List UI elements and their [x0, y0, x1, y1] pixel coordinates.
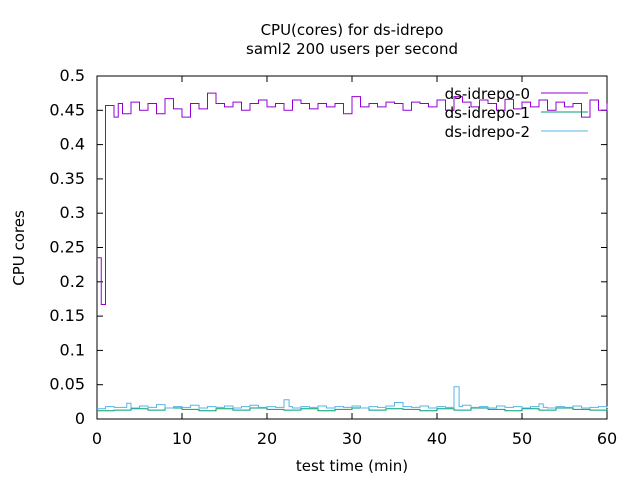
y-tick-label: 0 — [75, 409, 85, 428]
x-tick-label: 60 — [597, 429, 617, 448]
series-line-ds-idrepo-0 — [97, 92, 608, 305]
y-tick-label: 0.5 — [60, 66, 85, 85]
y-tick-label: 0.2 — [60, 272, 85, 291]
y-tick-label: 0.45 — [49, 100, 85, 119]
x-tick-label: 30 — [342, 429, 362, 448]
legend-label: ds-idrepo-2 — [445, 123, 530, 141]
x-axis-label: test time (min) — [296, 457, 408, 475]
y-tick-label: 0.3 — [60, 203, 85, 222]
y-tick-label: 0.4 — [60, 135, 85, 154]
chart-title: CPU(cores) for ds-idrepo — [261, 21, 444, 39]
legend-label: ds-idrepo-1 — [445, 104, 530, 122]
x-tick-label: 0 — [92, 429, 102, 448]
legend: ds-idrepo-0ds-idrepo-1ds-idrepo-2 — [445, 85, 588, 141]
x-tick-label: 10 — [172, 429, 192, 448]
y-tick-label: 0.25 — [49, 238, 85, 257]
chart-subtitle: saml2 200 users per second — [246, 40, 458, 58]
y-tick-label: 0.15 — [49, 306, 85, 325]
y-tick-label: 0.35 — [49, 169, 85, 188]
series-line-ds-idrepo-2 — [97, 386, 608, 410]
plot-frame — [96, 75, 608, 420]
series-line-ds-idrepo-1 — [97, 407, 608, 412]
plot-area: 0 10 20 30 40 50 60 0 0.05 0.1 0.15 0.2 0.25 0.3 0.35 0… — [49, 66, 617, 448]
legend-label: ds-idrepo-0 — [445, 85, 530, 103]
x-tick-label: 40 — [427, 429, 447, 448]
y-tick-label: 0.1 — [60, 340, 85, 359]
x-tick-label: 50 — [512, 429, 532, 448]
y-axis-label: CPU cores — [10, 210, 28, 286]
y-tick-label: 0.05 — [49, 375, 85, 394]
x-tick-label: 20 — [257, 429, 277, 448]
series-layer — [97, 92, 608, 412]
